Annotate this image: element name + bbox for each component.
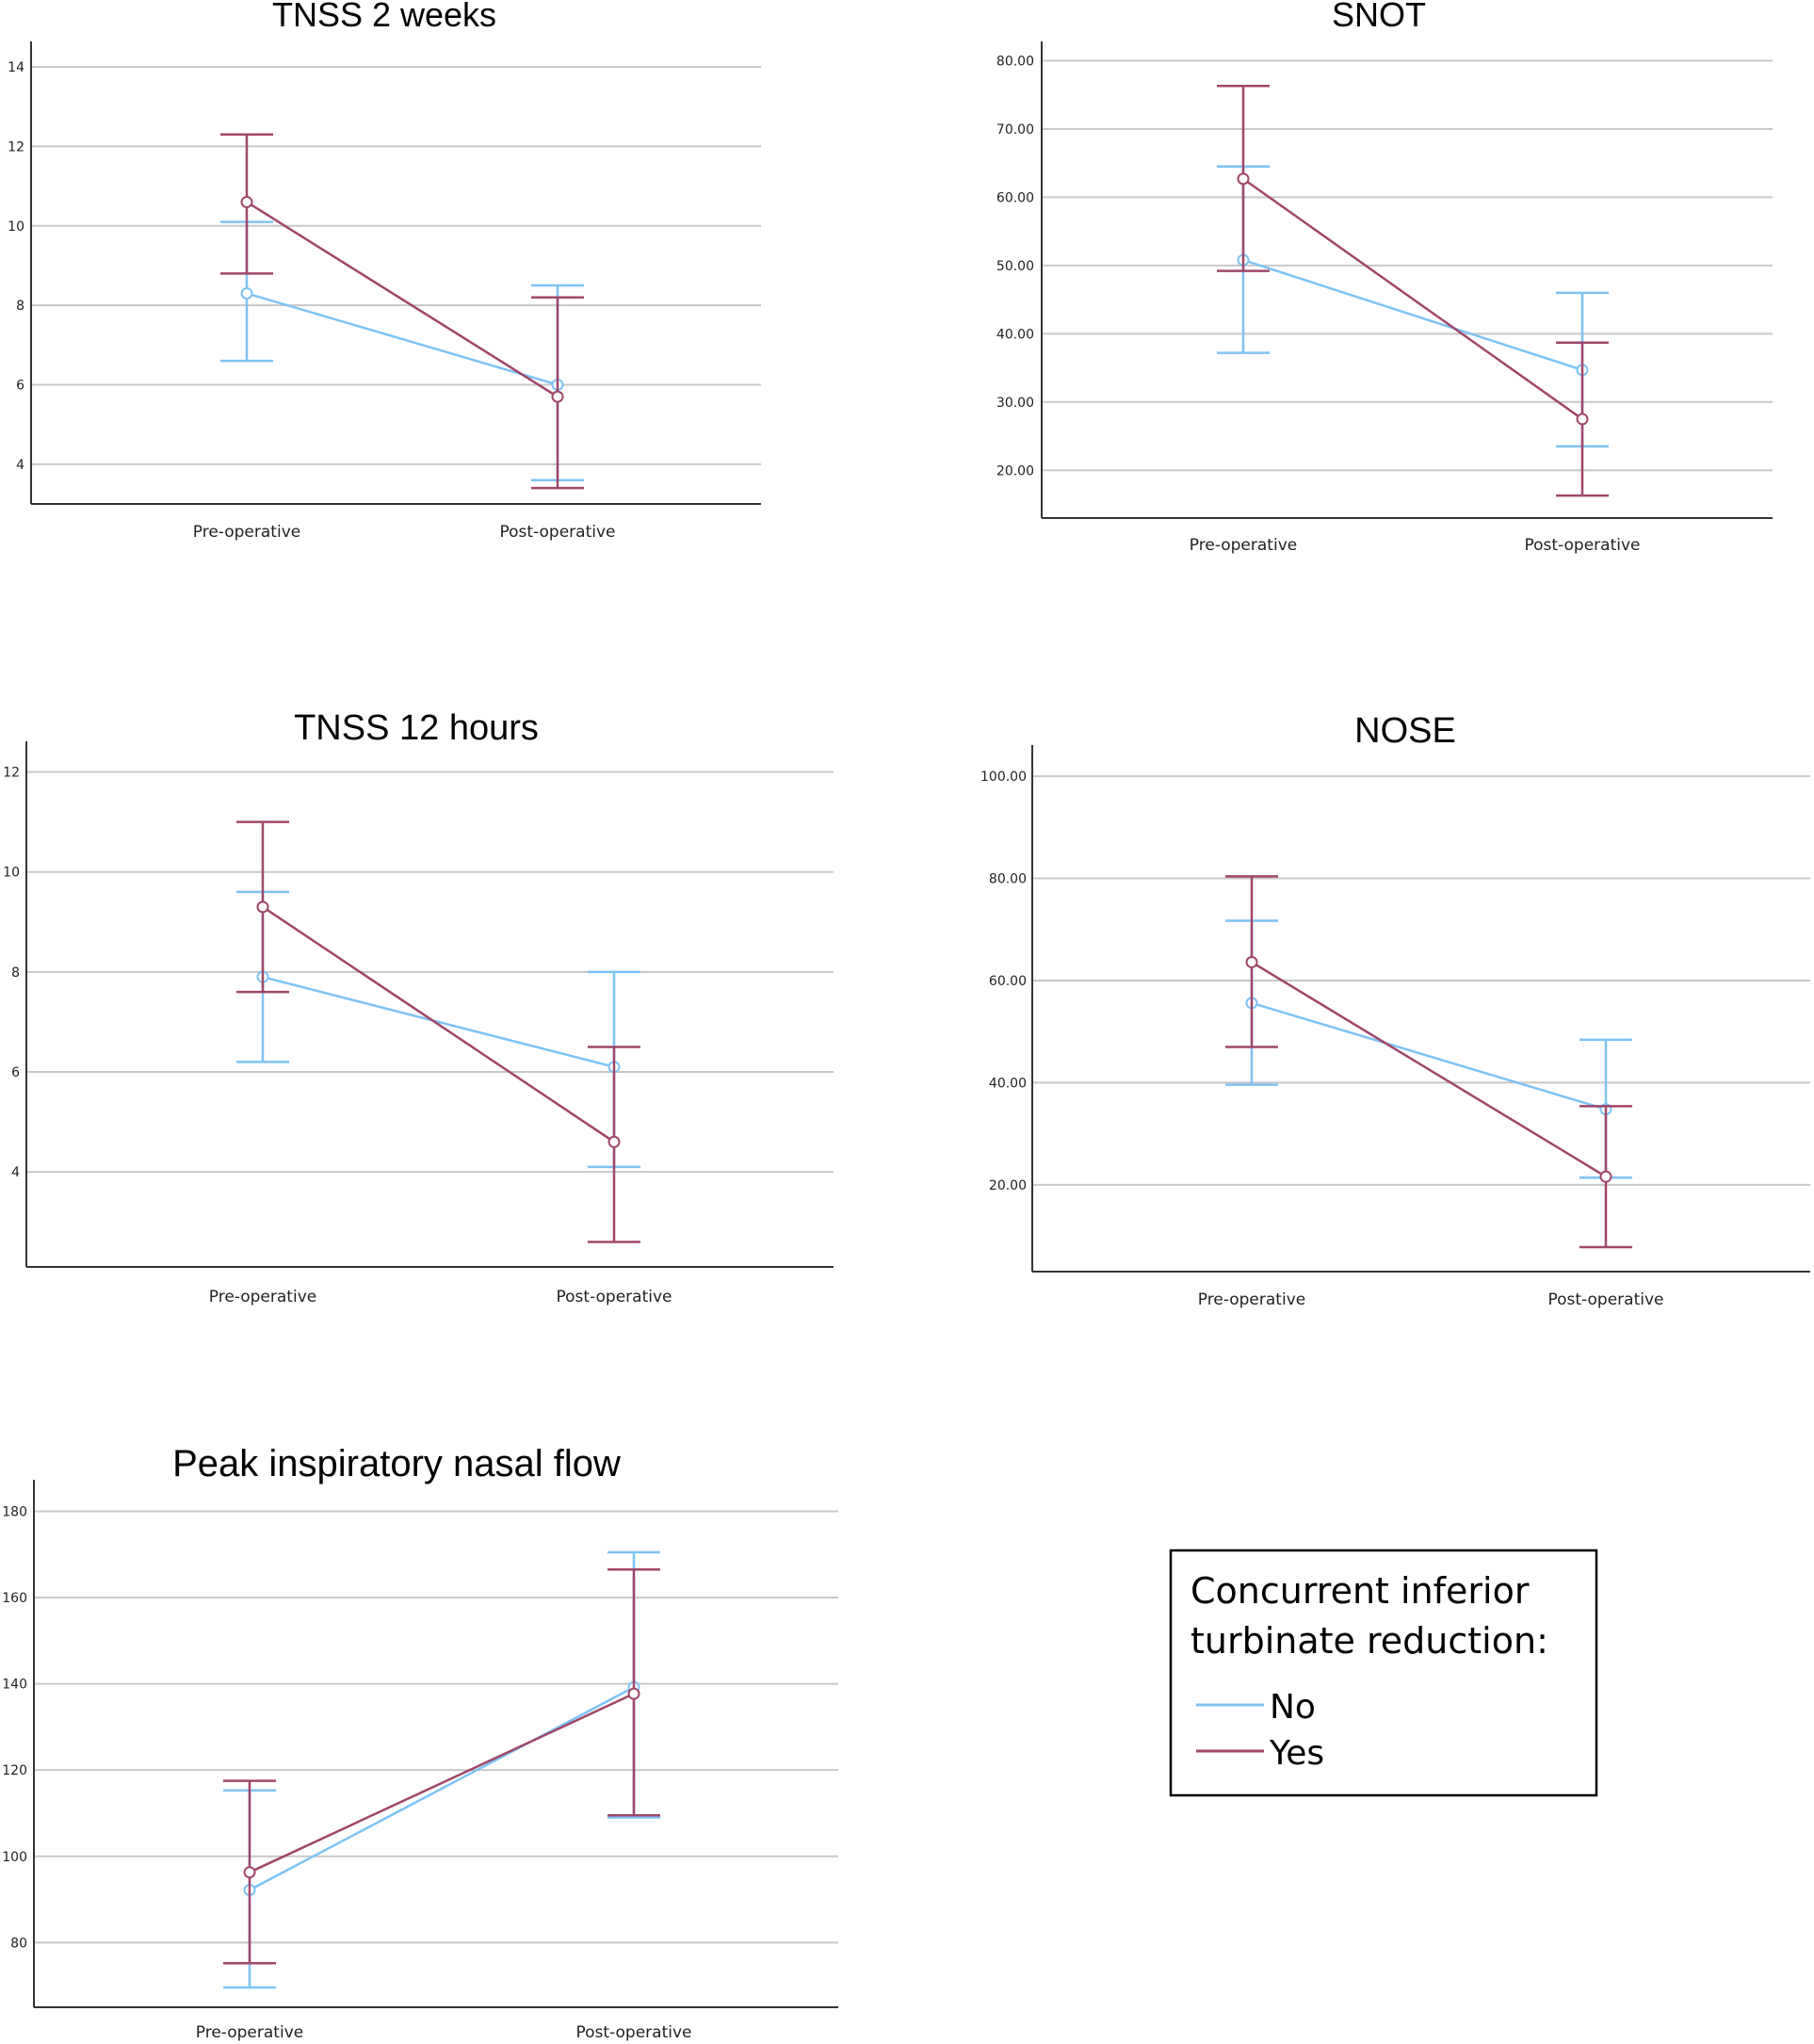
series-line xyxy=(262,905,615,1144)
chart-title: TNSS 12 hours xyxy=(294,708,539,748)
y-tick-label: 70.00 xyxy=(996,122,1034,138)
y-tick-label: 140 xyxy=(2,1678,27,1693)
series-yes xyxy=(223,1568,660,1965)
series-line xyxy=(1242,177,1583,420)
chart-title: NOSE xyxy=(1354,711,1456,751)
data-point xyxy=(256,900,269,914)
y-tick-label: 50.00 xyxy=(996,259,1034,274)
data-point xyxy=(627,1687,640,1700)
data-point xyxy=(1599,1170,1612,1183)
series-line xyxy=(1242,258,1583,371)
y-tick-label: 10 xyxy=(3,866,20,881)
x-tick-label: Post-operative xyxy=(500,523,616,542)
y-tick-label: 8 xyxy=(16,299,24,314)
legend-title-line2: turbinate reduction: xyxy=(1190,1620,1548,1662)
data-point xyxy=(243,1866,256,1879)
y-tick-label: 80.00 xyxy=(996,54,1034,69)
x-tick-label: Post-operative xyxy=(576,2023,692,2042)
series-line xyxy=(249,1693,635,1874)
legend-label-yes: Yes xyxy=(1269,1734,1324,1773)
data-point xyxy=(551,390,564,403)
chart-title: TNSS 2 weeks xyxy=(272,0,496,34)
legend-box xyxy=(1169,1549,1598,1797)
data-point xyxy=(1576,413,1589,426)
chart-panel-2: SNOT 20.00 30.00 40.00 50.00 60.00 70.00 80.00 P… xyxy=(996,0,1773,555)
x-tick-label: Pre-operative xyxy=(209,1288,316,1306)
y-tick-label: 30.00 xyxy=(996,396,1034,411)
series-yes xyxy=(236,820,640,1243)
y-tick-label: 100 xyxy=(2,1850,27,1865)
y-tick-label: 4 xyxy=(16,458,24,473)
y-tick-label: 100.00 xyxy=(980,770,1027,785)
data-point xyxy=(240,286,253,300)
y-tick-label: 80 xyxy=(10,1936,27,1951)
y-tick-label: 180 xyxy=(2,1504,27,1519)
series-line xyxy=(246,201,559,398)
y-tick-label: 40.00 xyxy=(996,327,1034,342)
y-tick-label: 6 xyxy=(16,378,24,393)
y-tick-label: 12 xyxy=(3,766,20,781)
series-yes xyxy=(1217,85,1609,497)
x-tick-label: Pre-operative xyxy=(1198,1290,1305,1309)
y-tick-label: 14 xyxy=(8,60,24,75)
legend: Concurrent inferior turbinate reduction: N… xyxy=(1169,1549,1598,1797)
y-tick-label: 40.00 xyxy=(989,1076,1027,1091)
legend-title-line1: Concurrent inferior xyxy=(1190,1570,1530,1612)
y-tick-label: 60.00 xyxy=(996,190,1034,205)
y-tick-label: 20.00 xyxy=(989,1178,1027,1193)
series-no xyxy=(1217,165,1609,448)
series-line xyxy=(246,292,559,386)
series-no xyxy=(236,890,640,1169)
x-tick-label: Pre-operative xyxy=(193,523,300,542)
x-tick-label: Post-operative xyxy=(1525,536,1641,555)
y-tick-label: 20.00 xyxy=(996,463,1034,479)
y-tick-label: 6 xyxy=(11,1065,20,1080)
x-tick-label: Post-operative xyxy=(1548,1290,1664,1309)
y-tick-label: 120 xyxy=(2,1763,27,1778)
chart-panel-5: Peak inspiratory nasal flow 80 100 120 140 16… xyxy=(2,1443,838,2042)
y-tick-label: 160 xyxy=(2,1591,27,1606)
data-point xyxy=(1245,955,1258,968)
chart-panel-3: TNSS 12 hours 4 6 8 10 12 Pre-operative Post-op… xyxy=(3,708,834,1306)
series-no xyxy=(1225,919,1632,1179)
y-tick-label: 60.00 xyxy=(989,974,1027,989)
series-yes xyxy=(1225,875,1632,1249)
series-line xyxy=(249,1686,635,1891)
legend-label-no: No xyxy=(1270,1688,1316,1727)
series-line xyxy=(1251,961,1607,1178)
x-tick-label: Pre-operative xyxy=(1190,536,1297,555)
chart-panel-1: TNSS 2 weeks 4 6 8 10 12 14 Pre-operative Post-o… xyxy=(8,0,761,542)
y-tick-label: 8 xyxy=(11,965,20,981)
series-yes xyxy=(220,133,584,490)
series-line xyxy=(1251,1001,1607,1111)
chart-title: SNOT xyxy=(1332,0,1426,34)
data-point xyxy=(1237,172,1250,186)
chart-title: Peak inspiratory nasal flow xyxy=(172,1443,621,1484)
y-tick-label: 12 xyxy=(8,139,24,154)
data-point xyxy=(607,1135,621,1148)
chart-panel-4: NOSE 20.00 40.00 60.00 80.00 100.00 Pre-operat… xyxy=(980,711,1810,1309)
data-point xyxy=(240,195,253,208)
y-tick-label: 10 xyxy=(8,219,24,235)
x-tick-label: Pre-operative xyxy=(196,2023,303,2042)
x-tick-label: Post-operative xyxy=(557,1288,672,1306)
series-no xyxy=(220,220,584,481)
y-tick-label: 80.00 xyxy=(989,872,1027,887)
series-line xyxy=(262,975,615,1068)
y-tick-label: 4 xyxy=(11,1165,20,1180)
